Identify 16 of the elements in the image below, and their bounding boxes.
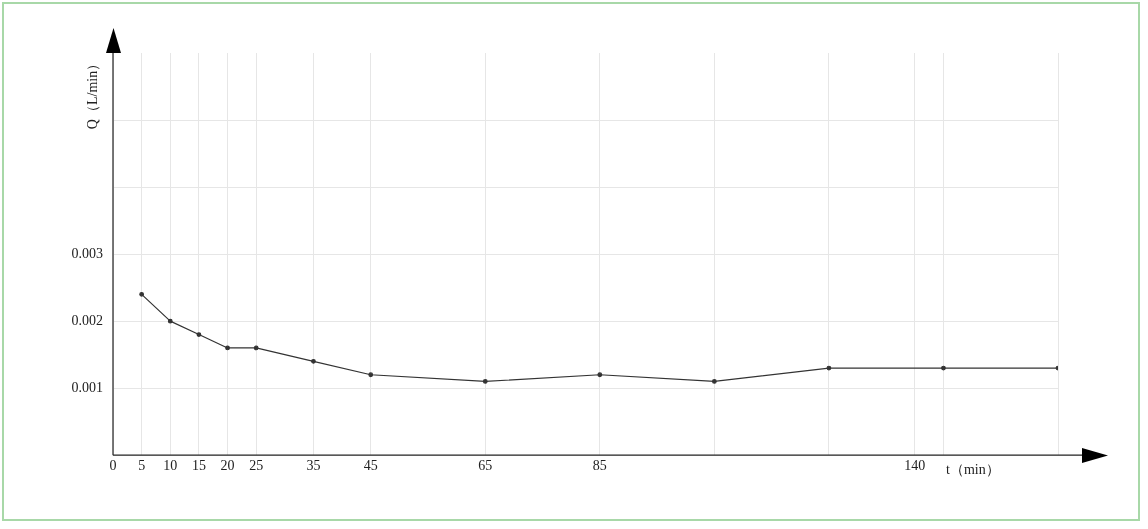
x-axis-title: t（min）: [946, 461, 1000, 477]
x-tick-label: 45: [363, 458, 378, 474]
y-axis-title: Q（L/min）: [84, 56, 100, 130]
x-tick-label: 20: [220, 458, 235, 474]
x-tick-label: 10: [163, 458, 178, 474]
x-tick-label: 140: [904, 458, 926, 474]
y-tick-label: 0.003: [71, 245, 103, 261]
y-tick-label: 0.001: [71, 379, 103, 395]
x-tick-label: 25: [249, 458, 264, 474]
x-tick-label: 85: [592, 458, 607, 474]
x-tick-label: 5: [138, 458, 146, 474]
x-tick-label: 65: [478, 458, 493, 474]
x-tick-label: 15: [191, 458, 206, 474]
x-tick-label: 35: [306, 458, 321, 474]
x-tick-label: 0: [109, 458, 117, 474]
y-tick-label: 0.002: [71, 312, 103, 328]
